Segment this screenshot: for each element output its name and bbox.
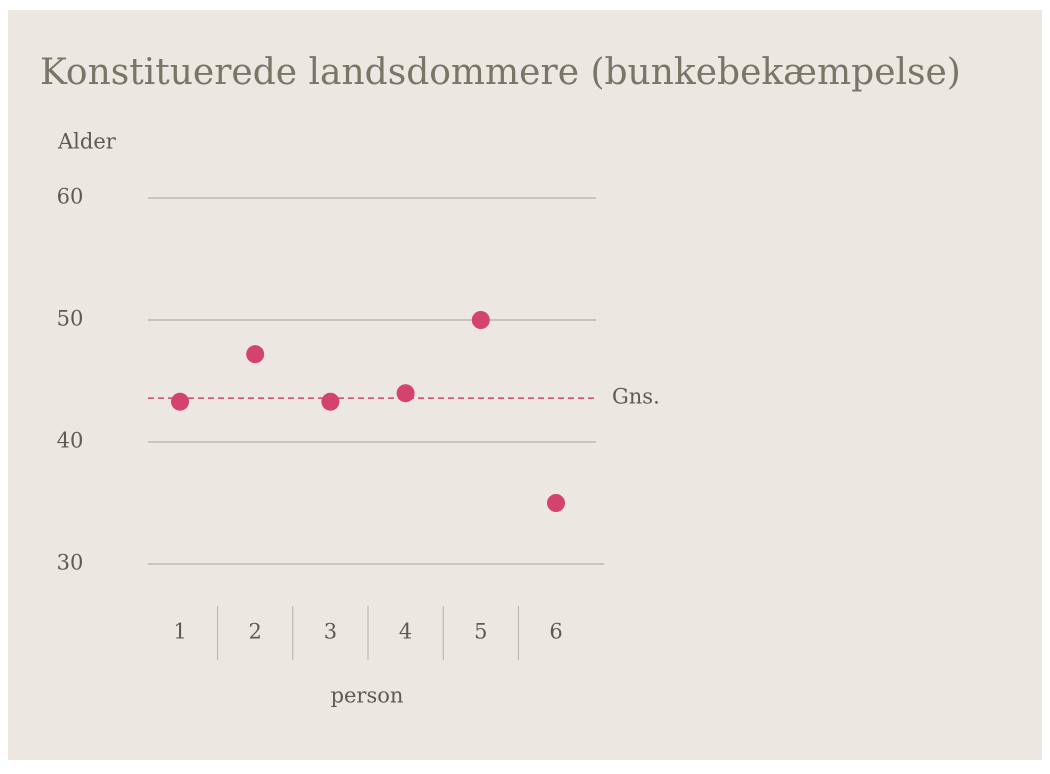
chart-title: Konstituerede landsdommere (bunkebekæmpe…: [40, 52, 961, 93]
dot: [246, 345, 265, 364]
y-tick-label: 30: [57, 551, 84, 575]
x-tick-label: 4: [399, 620, 412, 644]
y-tick-label: 60: [57, 185, 84, 209]
dot: [171, 392, 189, 411]
y-tick-label: 50: [57, 307, 84, 331]
x-tick-label: 1: [173, 620, 186, 644]
x-tick-label: 3: [324, 620, 337, 644]
dot: [321, 392, 340, 411]
x-tick-label: 6: [549, 620, 562, 644]
dot: [396, 384, 415, 403]
x-axis-label: person: [331, 684, 404, 708]
y-tick-label: 40: [57, 429, 84, 453]
dot: [547, 494, 565, 512]
dot: [471, 311, 490, 329]
y-axis-label: Alder: [57, 130, 117, 154]
panel: [8, 10, 1042, 760]
x-tick-label: 5: [474, 620, 487, 644]
mean-label: Gns.: [612, 385, 660, 409]
x-tick-label: 2: [249, 620, 262, 644]
